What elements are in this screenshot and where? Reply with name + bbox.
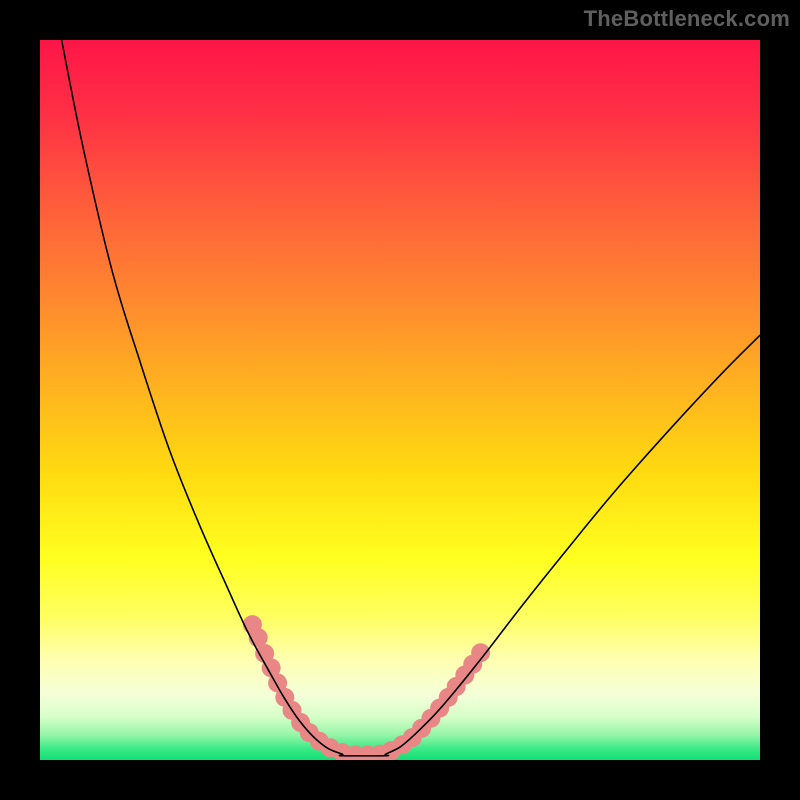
chart-svg [40, 40, 760, 760]
chart-frame: { "attribution": { "text": "TheBottlenec… [0, 0, 800, 800]
attribution-watermark: TheBottleneck.com [584, 6, 790, 32]
plot-area [40, 40, 760, 760]
plot-background [40, 40, 760, 760]
